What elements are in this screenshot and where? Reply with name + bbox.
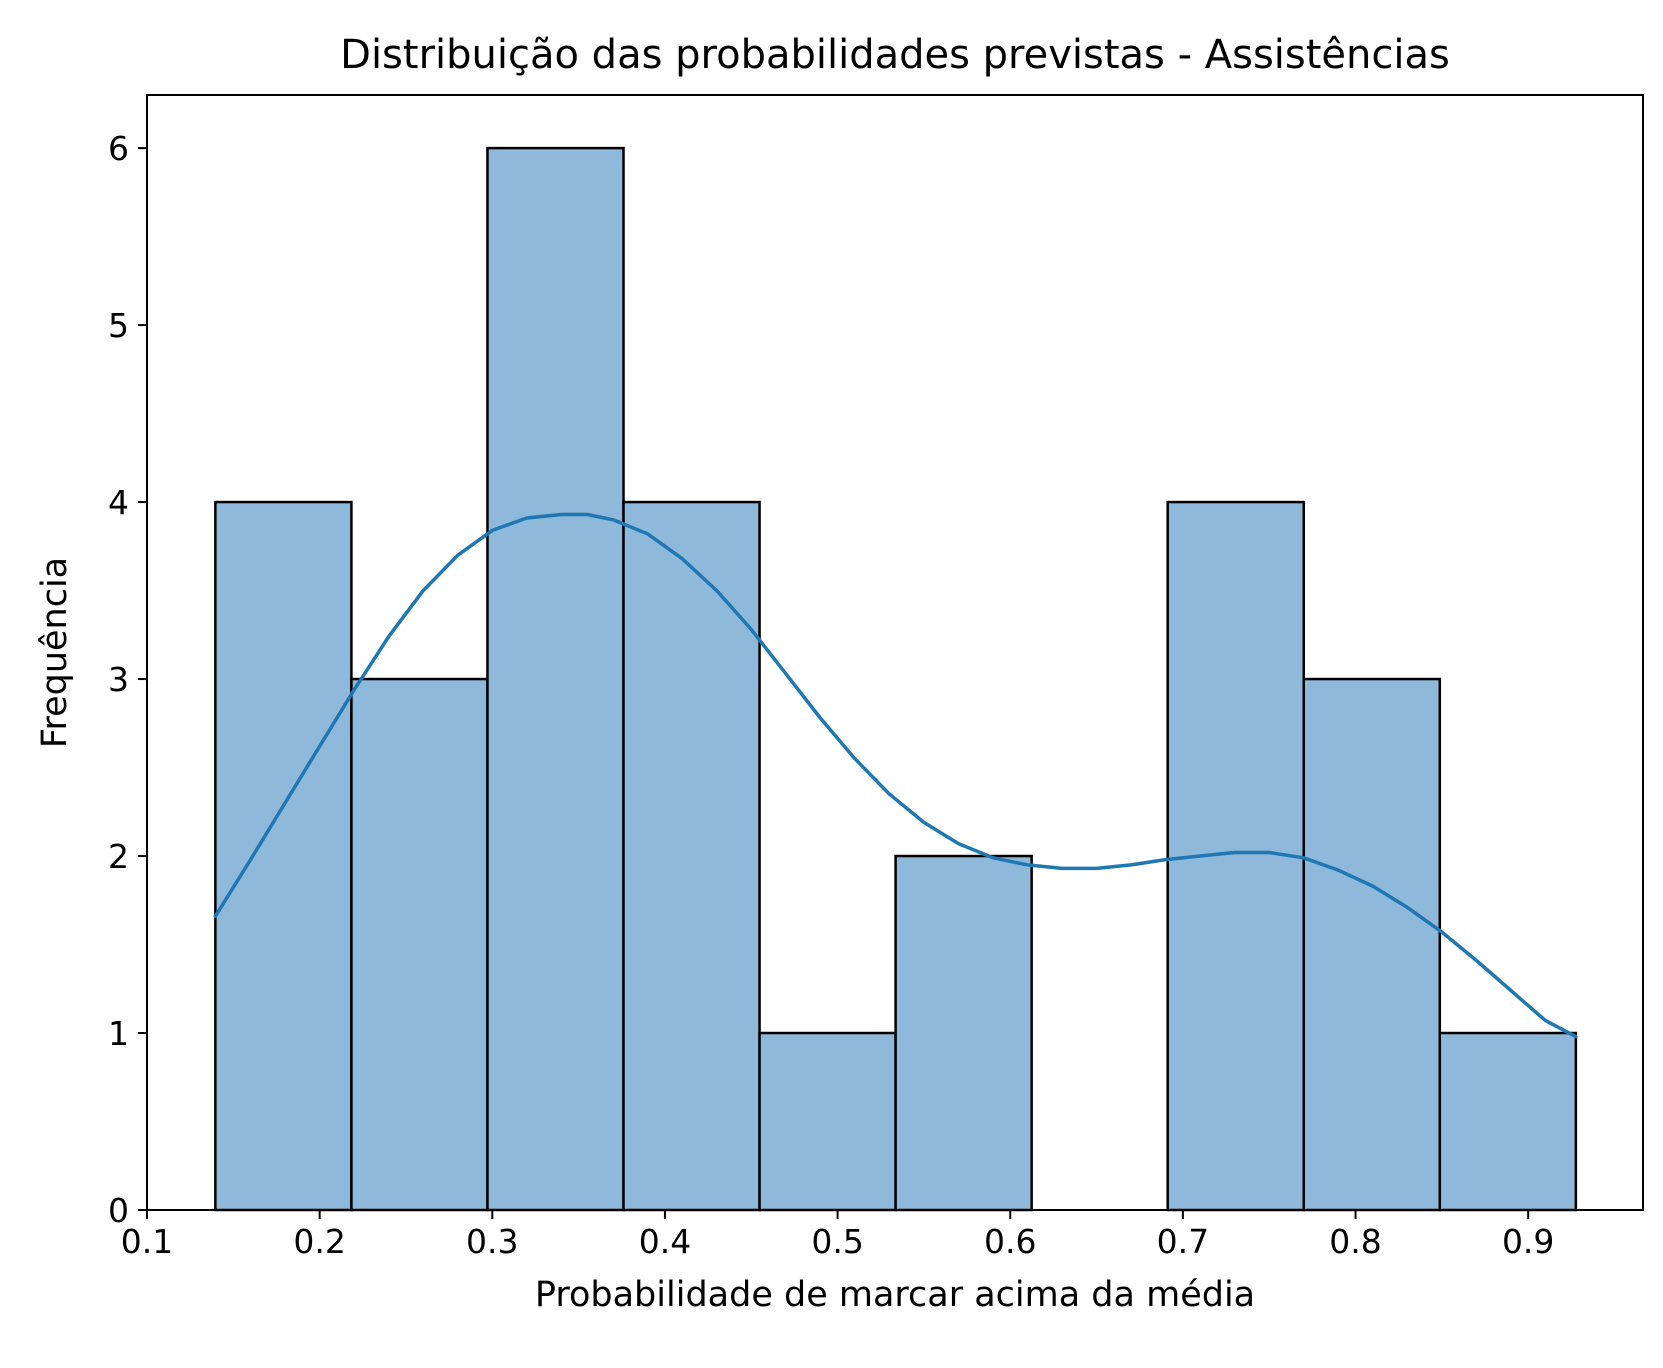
y-tick-label: 0	[108, 1191, 129, 1230]
x-tick-label: 0.6	[984, 1222, 1036, 1261]
x-tick-label: 0.2	[293, 1222, 345, 1261]
histogram-bar	[894, 854, 1033, 1212]
y-tick-label: 3	[108, 660, 129, 699]
histogram-bar	[486, 146, 625, 1212]
x-tick-label: 0.9	[1502, 1222, 1554, 1261]
y-tick-label: 4	[108, 483, 129, 522]
x-tick-label: 0.7	[1157, 1222, 1209, 1261]
histogram-bar	[350, 677, 489, 1212]
x-axis-label: Probabilidade de marcar acima da média	[535, 1275, 1255, 1315]
chart-title: Distribuição das probabilidades prevista…	[340, 32, 1450, 78]
plot-frame	[146, 94, 1644, 1211]
histogram-bar	[758, 1031, 897, 1212]
x-tick-label: 0.4	[639, 1222, 691, 1261]
x-tick-label: 0.5	[811, 1222, 863, 1261]
y-axis-label: Frequência	[35, 557, 75, 748]
y-tick-label: 5	[108, 306, 129, 345]
histogram-bar	[622, 500, 761, 1212]
x-axis: 0.1 0.2 0.3 0.4 0.5 0.6 0.7 0.8 0.9	[121, 1210, 1554, 1261]
x-tick-label: 0.8	[1329, 1222, 1381, 1261]
histogram-bar	[1438, 1031, 1578, 1212]
kde-line	[213, 512, 1578, 1039]
histogram-bar	[1302, 677, 1442, 1212]
y-axis: 0 1 2 3 4 5 6	[108, 129, 147, 1230]
y-tick-label: 2	[108, 837, 129, 876]
histogram-bar	[214, 500, 353, 1212]
kde-layer	[213, 512, 1578, 1039]
y-tick-label: 1	[108, 1014, 129, 1053]
x-tick-label: 0.1	[121, 1222, 173, 1261]
y-tick-label: 6	[108, 129, 129, 168]
bars-layer	[214, 146, 1578, 1212]
x-tick-label: 0.3	[466, 1222, 518, 1261]
